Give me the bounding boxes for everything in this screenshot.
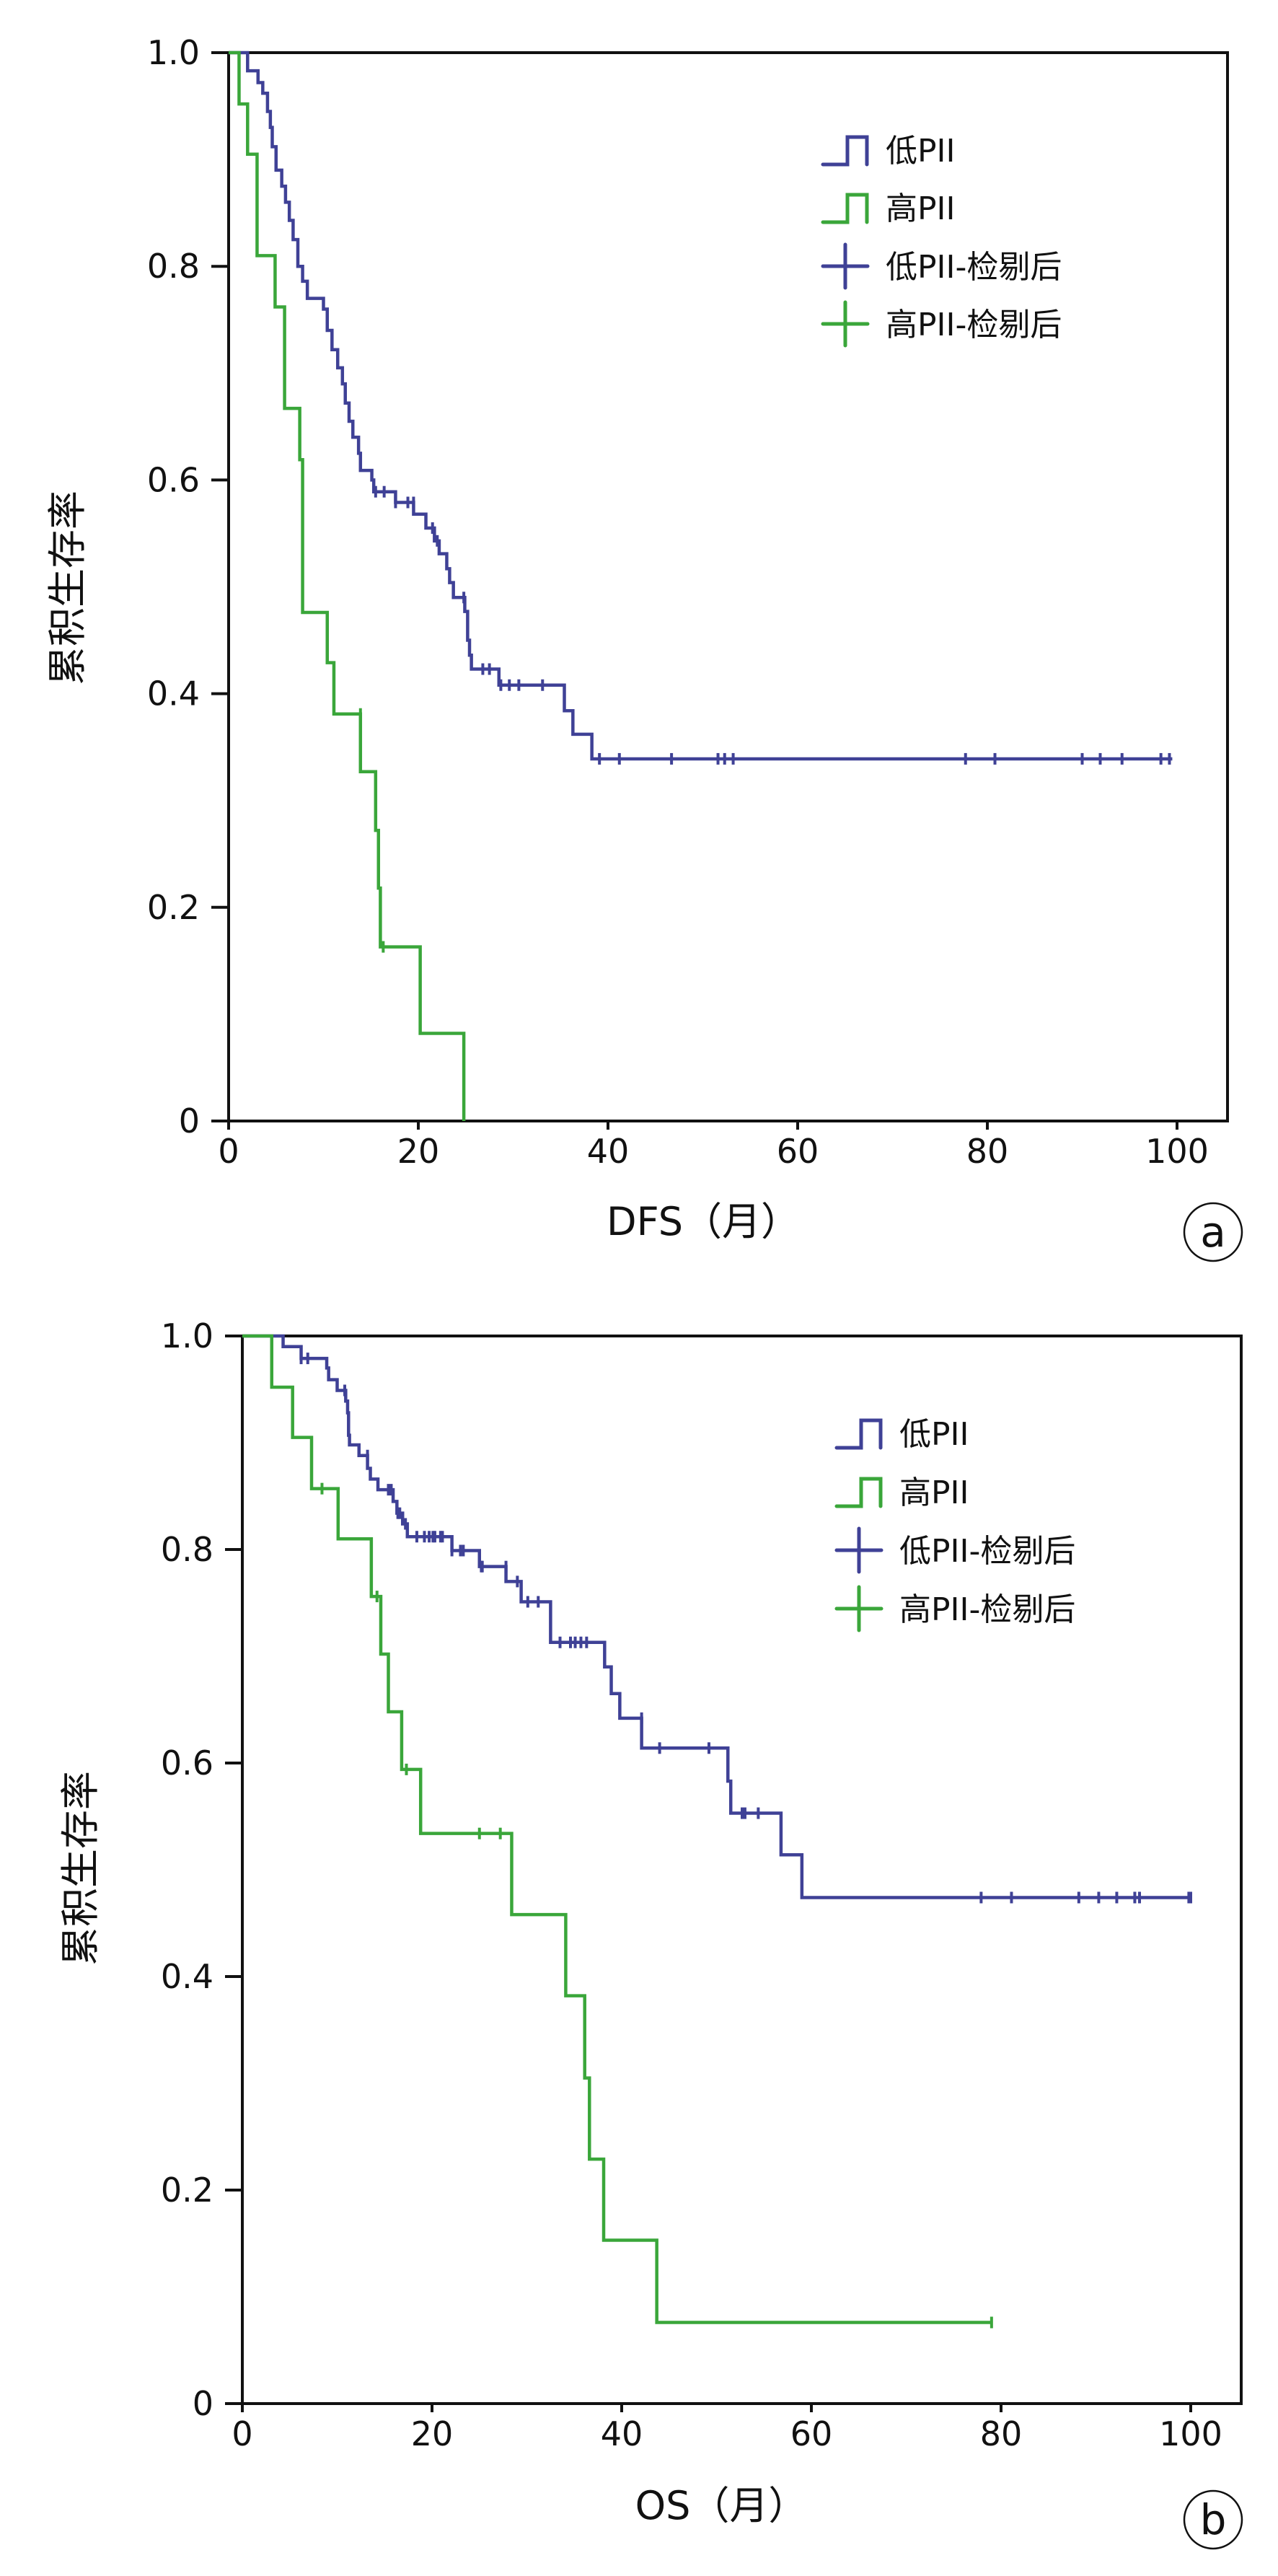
x-tick-label: 0 <box>232 2414 252 2453</box>
plot-frame <box>227 51 1229 1122</box>
x-tick-label: 80 <box>980 2414 1023 2453</box>
legend-label: 高PII-检剔后 <box>899 1591 1075 1628</box>
y-tick-label: 0.6 <box>161 1744 213 1782</box>
y-axis-title: 累积生存率 <box>45 491 90 685</box>
legend-label: 低PII <box>886 133 956 170</box>
legend-item: 高PII <box>821 190 956 227</box>
plot-frame <box>241 1335 1243 2405</box>
y-tick-label: 0.2 <box>147 888 200 927</box>
survival-curve-high-pii <box>229 50 466 1121</box>
y-tick-label: 1.0 <box>147 33 200 72</box>
legend-step-icon <box>821 135 869 167</box>
y-tick-label: 0.2 <box>161 2171 213 2210</box>
panel-label-circle <box>1183 1202 1243 1262</box>
panel-a-dfs-chart: 0 0.2 0.4 0.6 0.8 1.0 0 20 40 60 80 100 DFS（月） 累积生存率 低… <box>45 33 1243 1262</box>
legend-item: 高PII <box>834 1474 969 1511</box>
y-tick-label: 0.8 <box>161 1530 213 1569</box>
legend-item: 高PII-检剔后 <box>821 300 1062 348</box>
x-tick-label: 60 <box>790 2414 833 2453</box>
x-axis-title: DFS（月） <box>607 1199 800 1244</box>
panel-b-os-chart: 0 0.2 0.4 0.6 0.8 1.0 0 20 40 60 80 100 OS（月） 累积生存率 低P… <box>58 1316 1243 2550</box>
x-tick-label: 60 <box>777 1132 819 1171</box>
x-tick-label: 40 <box>601 2414 643 2453</box>
legend-item: 低PII-检剔后 <box>834 1526 1075 1574</box>
legend-step-icon <box>834 1477 883 1508</box>
y-tick-label: 0.8 <box>147 247 200 286</box>
y-axis-title: 累积生存率 <box>58 1771 103 1966</box>
panel-label-circle <box>1183 2489 1243 2550</box>
legend-item: 高PII-检剔后 <box>834 1585 1075 1632</box>
legend-item: 低PII-检剔后 <box>821 242 1062 290</box>
panel-label: a <box>1200 1208 1226 1257</box>
legend-label: 高PII-检剔后 <box>886 307 1062 343</box>
legend-label: 低PII <box>899 1416 969 1453</box>
x-tick-label: 20 <box>397 1132 440 1171</box>
survival-curve-high-pii <box>242 1334 992 2324</box>
y-tick-label: 0 <box>179 1102 200 1140</box>
legend-step-icon <box>821 193 869 224</box>
x-tick-label: 100 <box>1159 2414 1222 2453</box>
x-tick-label: 80 <box>966 1132 1009 1171</box>
legend-item: 低PII <box>821 133 956 170</box>
panel-label: b <box>1200 2495 1227 2544</box>
legend-item: 低PII <box>834 1416 969 1453</box>
x-tick-label: 40 <box>587 1132 630 1171</box>
legend-step-icon <box>834 1418 883 1450</box>
legend-label: 低PII-检剔后 <box>886 249 1062 286</box>
x-axis-title: OS（月） <box>635 2483 808 2528</box>
y-tick-label: 0.6 <box>147 460 200 499</box>
x-tick-label: 20 <box>411 2414 454 2453</box>
legend-label: 高PII <box>886 190 956 227</box>
y-tick-label: 1.0 <box>161 1316 213 1355</box>
survival-curve-low-pii <box>229 50 1173 761</box>
x-tick-label: 0 <box>218 1132 239 1171</box>
y-tick-label: 0 <box>193 2384 213 2423</box>
legend-label: 高PII <box>899 1474 969 1511</box>
y-tick-label: 0.4 <box>161 1957 213 1996</box>
x-tick-label: 100 <box>1145 1132 1209 1171</box>
legend-label: 低PII-检剔后 <box>899 1533 1075 1570</box>
y-tick-label: 0.4 <box>147 674 200 713</box>
